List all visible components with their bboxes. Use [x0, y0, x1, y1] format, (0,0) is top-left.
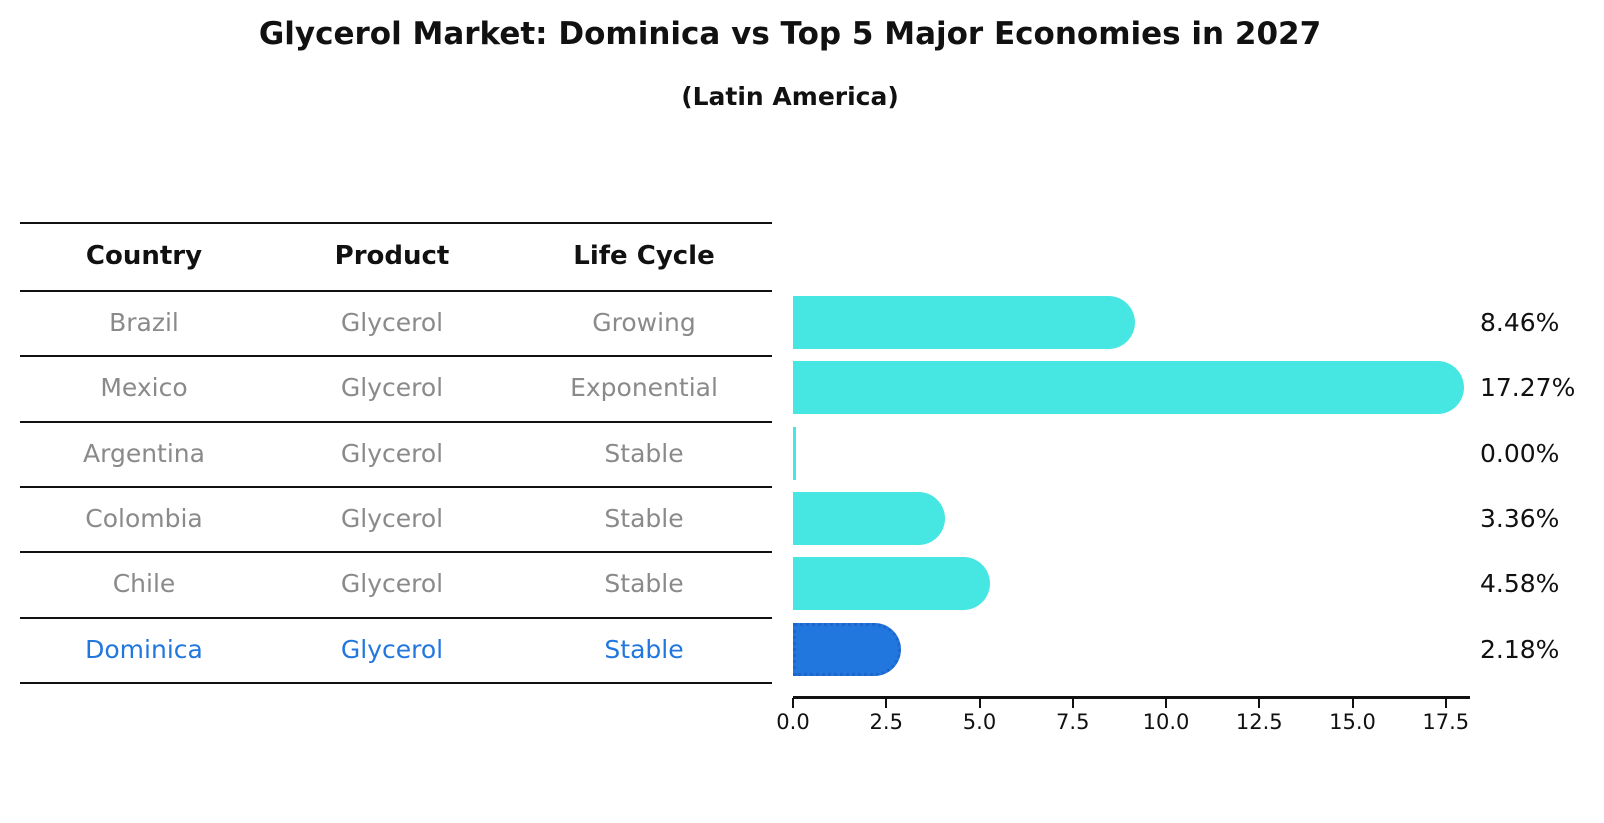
- table-cell-life-cycle: Stable: [604, 569, 684, 599]
- table-divider-line: [20, 355, 772, 358]
- x-axis-tick-label: 2.5: [869, 710, 903, 734]
- bar-value-label: 17.27%: [1480, 373, 1576, 403]
- table-column-header: Country: [85, 241, 203, 271]
- x-axis-tick: [792, 698, 794, 708]
- bar: [793, 622, 901, 676]
- table-divider-line: [20, 290, 772, 292]
- bar-value-label: 2.18%: [1480, 634, 1560, 664]
- x-axis-tick-label: 0.0: [776, 710, 810, 734]
- table-cell-life-cycle: Stable: [604, 503, 684, 533]
- x-axis-tick: [1444, 698, 1447, 708]
- table-cell-product: Glycerol: [340, 634, 444, 664]
- bar-value-label: 4.58%: [1480, 569, 1560, 599]
- table-cell-product: Glycerol: [340, 373, 444, 403]
- table-cell-product: Glycerol: [340, 308, 444, 337]
- table-cell-country: Colombia: [85, 503, 203, 533]
- bar: [793, 361, 1464, 415]
- bar: [793, 426, 796, 480]
- bar: [793, 296, 1136, 349]
- table-divider-line: [20, 551, 772, 554]
- x-axis-tick: [1165, 698, 1167, 708]
- table-cell-life-cycle: Stable: [604, 438, 684, 468]
- table-cell-life-cycle: Growing: [592, 308, 696, 337]
- bar-value-label: 3.36%: [1480, 503, 1560, 533]
- x-axis-tick: [885, 698, 888, 708]
- chart-title: Glycerol Market: Dominica vs Top 5 Major…: [258, 16, 1322, 52]
- table-divider-line: [20, 420, 772, 423]
- bar-value-label: 8.46%: [1480, 308, 1560, 337]
- table-cell-product: Glycerol: [340, 569, 444, 599]
- bar: [793, 491, 945, 545]
- table-cell-life-cycle: Stable: [604, 634, 684, 664]
- table-column-header: Product: [334, 241, 450, 271]
- table-divider-line: [20, 485, 772, 488]
- table-cell-country: Argentina: [83, 438, 205, 468]
- x-axis-tick: [1071, 698, 1074, 708]
- table-cell-country: Brazil: [109, 308, 179, 337]
- table-cell-product: Glycerol: [340, 503, 444, 533]
- x-axis-tick-label: 5.0: [962, 710, 997, 734]
- x-axis-tick: [978, 698, 981, 708]
- x-axis-tick-label: 17.5: [1422, 710, 1470, 734]
- bar: [793, 557, 991, 611]
- table-cell-country: Mexico: [100, 373, 188, 403]
- x-axis-tick: [1351, 698, 1354, 708]
- table-divider-line: [20, 616, 772, 619]
- x-axis-tick-label: 10.0: [1142, 710, 1190, 734]
- x-axis: [793, 696, 1470, 699]
- x-axis-tick: [1258, 698, 1261, 708]
- x-axis-tick-label: 12.5: [1235, 710, 1283, 734]
- x-axis-tick-label: 7.5: [1056, 710, 1090, 734]
- table-cell-life-cycle: Exponential: [570, 373, 718, 403]
- table-divider-line: [20, 222, 772, 224]
- table-cell-product: Glycerol: [340, 438, 444, 468]
- table-cell-country: Chile: [112, 569, 176, 599]
- x-axis-tick-label: 15.0: [1329, 710, 1376, 734]
- table-divider-line: [20, 681, 772, 684]
- table-column-header: Life Cycle: [573, 241, 715, 271]
- bar-value-label: 0.00%: [1480, 438, 1560, 468]
- table-cell-country: Dominica: [85, 634, 203, 664]
- chart-subtitle: (Latin America): [681, 82, 899, 111]
